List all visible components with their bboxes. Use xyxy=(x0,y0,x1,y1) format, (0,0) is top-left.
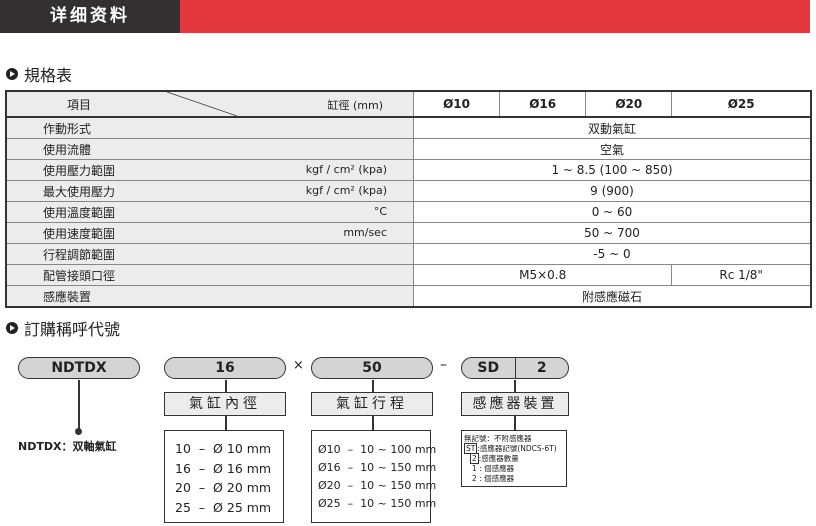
stroke-code: 50 xyxy=(311,357,433,379)
table-row: 最大使用壓力 kgf / cm² (kpa) 9 (900) xyxy=(5,180,812,202)
row-value: 空氣 xyxy=(413,138,812,160)
row-label: 感應裝置 xyxy=(5,285,414,308)
table-row: 使用壓力範圍 kgf / cm² (kpa) 1 ~ 8.5 (100 ~ 850) xyxy=(5,159,812,181)
sensor-notes: 無記號：不附感應器 ST:感應器記號(NDCS-6T) 2:感應器數量 1 : … xyxy=(461,430,567,487)
header-bar xyxy=(180,0,810,33)
sensor-qty: 2 xyxy=(536,360,547,376)
bore-col: Ø20 xyxy=(585,90,673,118)
bore-col: Ø25 xyxy=(671,90,812,118)
row-value: 0 ~ 60 xyxy=(413,201,812,223)
sensor-type: SD xyxy=(462,358,516,378)
row-value: 9 (900) xyxy=(413,180,812,202)
table-row: 使用速度範圍 mm/sec 50 ~ 700 xyxy=(5,222,812,244)
st-text: :感應器記號(NDCS-6T) xyxy=(477,444,557,453)
header-bore: 缸徑 xyxy=(327,99,350,112)
header-item: 項目 xyxy=(67,97,92,112)
dash-sign: – xyxy=(440,357,447,373)
row-value: M5×0.8 xyxy=(412,264,673,286)
header-unit: (mm) xyxy=(352,99,383,112)
spec-title-text: 規格表 xyxy=(24,66,73,85)
row-label: 最大使用壓力 kgf / cm² (kpa) xyxy=(5,180,414,202)
row-unit: kgf / cm² (kpa) xyxy=(305,184,387,197)
model-code: NDTDX xyxy=(18,357,140,379)
order-title-text: 訂購稱呼代號 xyxy=(24,320,121,339)
row-value: -5 ~ 0 xyxy=(413,243,812,265)
row-value: 附感應磁石 xyxy=(413,285,812,308)
sensor-label: 感應器裝置 xyxy=(461,392,569,416)
row-label-text: 配管接頭口徑 xyxy=(43,268,116,283)
row-label-text: 使用壓力範圍 xyxy=(43,163,116,178)
dot-icon xyxy=(75,428,82,435)
bore-col: Ø16 xyxy=(499,90,587,118)
stroke-label: 氣缸行程 xyxy=(311,392,433,416)
bore-option: 25 – Ø 25 mm xyxy=(175,499,272,515)
connector xyxy=(225,416,227,430)
bore-code: 16 xyxy=(164,357,286,379)
row-unit: °C xyxy=(373,205,387,218)
table-header-row: 項目 缸徑 (mm) Ø10 Ø16 Ø20 Ø25 xyxy=(5,90,812,118)
spec-table: 項目 缸徑 (mm) Ø10 Ø16 Ø20 Ø25 作動形式 双動氣缸使用流體 空氣… xyxy=(5,90,812,308)
stroke-option: Ø10 – 10 ~ 100 mm xyxy=(318,443,437,456)
bore-options: 10 – Ø 10 mm 16 – Ø 16 mm 20 – Ø 20 mm 2… xyxy=(164,430,284,523)
row-label-text: 感應裝置 xyxy=(43,289,92,304)
table-row: 使用流體 空氣 xyxy=(5,138,812,160)
table-row: 使用溫度範圍 °C 0 ~ 60 xyxy=(5,201,812,223)
row-label: 使用溫度範圍 °C xyxy=(5,201,414,223)
play-bullet-icon xyxy=(6,68,18,80)
times-sign: × xyxy=(293,358,304,373)
bore-option: 10 – Ø 10 mm xyxy=(175,441,272,456)
row-label: 使用壓力範圍 kgf / cm² (kpa) xyxy=(5,159,414,181)
stroke-option: Ø16 – 10 ~ 150 mm xyxy=(318,461,437,474)
connector xyxy=(225,380,227,392)
row-label: 配管接頭口徑 xyxy=(5,264,414,286)
row-label-text: 使用溫度範圍 xyxy=(43,205,116,220)
sensor-note: 無記號：不附感應器 xyxy=(464,434,532,443)
connector xyxy=(372,380,374,392)
row-label-text: 使用速度範圍 xyxy=(43,226,116,241)
connector xyxy=(514,416,516,430)
sensor-note: 2:感應器數量 xyxy=(464,453,564,464)
sensor-note: 1 : 個感應器 xyxy=(472,464,515,473)
connector xyxy=(372,416,374,430)
row-value: Rc 1/8" xyxy=(671,264,812,286)
header-title: 详细资料 xyxy=(0,0,180,33)
table-row: 感應裝置 附感應磁石 xyxy=(5,285,812,308)
stroke-options: Ø10 – 10 ~ 100 mm Ø16 – 10 ~ 150 mm Ø20 … xyxy=(311,430,437,523)
row-label-text: 使用流體 xyxy=(43,142,92,157)
row-label-text: 行程調節範圍 xyxy=(43,247,116,262)
row-unit: mm/sec xyxy=(343,226,387,239)
row-label: 使用流體 xyxy=(5,138,414,160)
spec-section-title: 規格表 xyxy=(6,62,72,86)
stroke-option: Ø20 – 10 ~ 150 mm xyxy=(318,479,437,492)
table-row: 作動形式 双動氣缸 xyxy=(5,116,812,139)
row-label: 行程調節範圍 xyxy=(5,243,414,265)
sensor-code: SD 2 xyxy=(461,357,569,379)
table-row: 行程調節範圍 -5 ~ 0 xyxy=(5,243,812,265)
row-label-text: 作動形式 xyxy=(43,121,92,136)
table-row: 配管接頭口徑 M5×0.8 Rc 1/8" xyxy=(5,264,812,286)
order-section-title: 訂購稱呼代號 xyxy=(6,316,120,340)
bore-option: 20 – Ø 20 mm xyxy=(175,480,272,495)
qty-text: :感應器數量 xyxy=(478,454,519,463)
model-note: NDTDX：双軸氣缸 xyxy=(18,440,117,453)
row-value: 50 ~ 700 xyxy=(413,222,812,244)
st-code: ST xyxy=(464,443,478,454)
connector xyxy=(78,380,80,430)
row-label: 使用速度範圍 mm/sec xyxy=(5,222,414,244)
bore-label: 氣缸內徑 xyxy=(164,392,286,416)
row-label: 作動形式 xyxy=(5,116,414,139)
sensor-note: ST:感應器記號(NDCS-6T) xyxy=(464,443,564,454)
stroke-option: Ø25 – 10 ~ 150 mm xyxy=(318,497,437,510)
qty-code: 2 xyxy=(470,453,479,464)
row-value: 1 ~ 8.5 (100 ~ 850) xyxy=(413,159,812,181)
bore-option: 16 – Ø 16 mm xyxy=(175,460,272,476)
row-unit: kgf / cm² (kpa) xyxy=(305,163,387,176)
bore-col: Ø10 xyxy=(412,90,501,118)
connector xyxy=(514,380,516,392)
play-bullet-icon xyxy=(6,322,18,334)
sensor-note: 2 : 個感應器 xyxy=(472,474,515,483)
row-label-text: 最大使用壓力 xyxy=(43,184,116,199)
row-value: 双動氣缸 xyxy=(413,116,812,139)
